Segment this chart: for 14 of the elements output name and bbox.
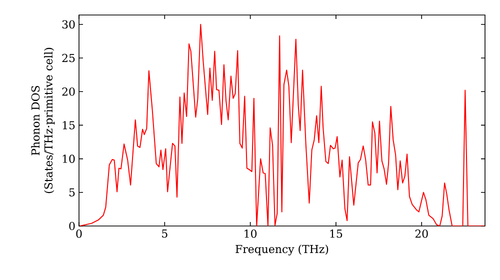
y-tick-label: 30	[62, 20, 75, 29]
y-tick-label: 15	[62, 121, 75, 130]
y-axis-title: Phonon DOS (States/THz·primitive cell)	[31, 48, 55, 194]
x-tick-label: 20	[415, 230, 428, 238]
x-tick-label: 0	[76, 230, 82, 238]
y-tick-label: 10	[62, 154, 75, 163]
x-tick-label: 5	[162, 230, 168, 238]
y-tick-label: 20	[62, 87, 75, 96]
x-tick-label: 15	[330, 230, 342, 238]
y-tick-label: 0	[69, 222, 75, 230]
y-tick-label: 25	[62, 54, 75, 62]
x-axis-title: Frequency (THz)	[236, 244, 328, 256]
y-tick-label: 5	[69, 188, 75, 196]
x-tick-label: 10	[244, 230, 257, 238]
